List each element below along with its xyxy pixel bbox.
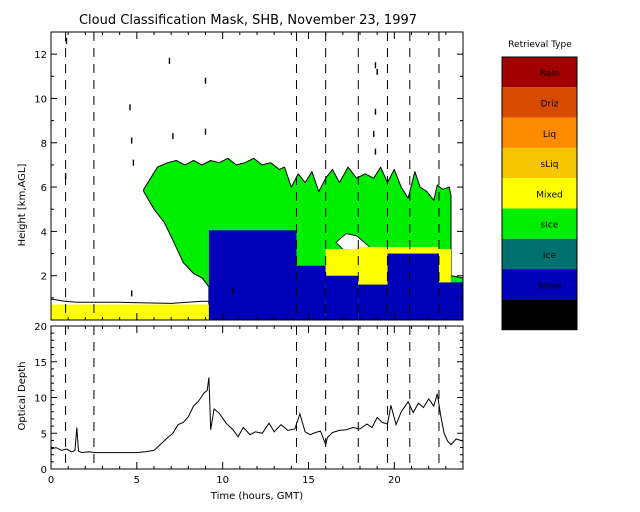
region-snow-1 (208, 230, 297, 320)
bottom-y-axis-label: Optical Depth (17, 362, 28, 431)
legend-swatch-uncrt (502, 299, 577, 330)
speck-9 (204, 128, 207, 135)
x-tick-label: 10 (216, 475, 229, 486)
legend-swatch-sice (502, 208, 577, 239)
speck-5 (130, 290, 133, 297)
speck-2 (129, 104, 131, 111)
bottom-y-tick-label: 5 (41, 429, 47, 440)
x-tick-label: 5 (134, 475, 140, 486)
region-mixed-8 (358, 246, 388, 285)
top-y-tick-label: 2 (41, 272, 47, 283)
legend-swatch-sliq (502, 147, 577, 179)
speck-10 (374, 62, 377, 69)
legend-label-sice: sIce (541, 221, 559, 231)
legend-label-snow: Snow (537, 281, 561, 291)
legend-swatch-rain (502, 57, 577, 88)
region-mixed-7 (325, 249, 359, 276)
x-axis-label: Time (hours, GMT) (210, 491, 304, 502)
legend-label-liq: Liq (543, 130, 556, 140)
cloud-mask-plot: 2 4 6 8 10 12 (34, 31, 464, 321)
region-snow-3 (325, 275, 359, 320)
legend-label-uncrt: Uncrt (537, 312, 562, 322)
region-mixed-0 (51, 304, 209, 320)
speck-13 (373, 130, 375, 137)
legend-label-ice: Ice (543, 251, 557, 261)
region-snow-5 (387, 253, 439, 320)
top-y-tick-label: 6 (41, 183, 47, 194)
region-snow-2 (296, 265, 326, 320)
top-y-tick-label: 8 (41, 139, 47, 150)
optical-depth-line (50, 377, 464, 454)
speck-8 (204, 77, 207, 84)
bottom-y-tick-label: 0 (41, 465, 47, 476)
region-mixed-9 (387, 246, 439, 254)
speck-0 (65, 37, 68, 44)
region-snow-6 (438, 282, 463, 320)
speck-6 (168, 57, 171, 64)
bottom-plot-frame (50, 325, 464, 470)
speck-14 (374, 148, 377, 155)
legend-title: Retrieval Type (508, 40, 572, 50)
x-tick-label: 15 (302, 475, 315, 486)
legend-swatch-liq (502, 117, 577, 148)
speck-15 (232, 288, 234, 295)
speck-7 (172, 133, 174, 140)
x-tick-label: 20 (388, 475, 401, 486)
speck-4 (132, 159, 135, 166)
top-y-tick-label: 10 (34, 94, 47, 105)
region-snow-4 (358, 284, 388, 320)
retrieval-type-legend: Rain Driz Liq sLiq Mixed sIce Ice Snow Uncrt (501, 56, 578, 331)
legend-swatch-ice (502, 238, 577, 270)
legend-label-rain: Rain (540, 69, 560, 79)
top-y-axis-label: Height [km,AGL] (17, 164, 28, 247)
top-y-tick-label: 12 (34, 50, 47, 61)
chart-title: Cloud Classification Mask, SHB, November… (79, 13, 417, 28)
speck-11 (376, 68, 378, 75)
optical-depth-plot: 0 5 10 15 20 0 5 10 15 20 (34, 322, 464, 486)
legend-swatch-mixed (502, 178, 577, 209)
legend-label-driz: Driz (541, 99, 559, 109)
legend-swatch-driz (502, 87, 577, 118)
speck-3 (130, 137, 133, 144)
top-y-tick-label: 4 (41, 227, 47, 238)
legend-swatch-snow (502, 269, 577, 300)
x-tick-label: 0 (48, 475, 54, 486)
bottom-y-tick-label: 15 (34, 358, 47, 369)
speck-12 (374, 108, 377, 115)
legend-frame (501, 56, 578, 331)
bottom-y-tick-label: 20 (34, 322, 47, 333)
legend-label-sliq: sLiq (541, 160, 559, 170)
bottom-y-tick-label: 10 (34, 394, 47, 405)
region-mixed-10 (438, 249, 451, 283)
legend-label-mixed: Mixed (536, 190, 563, 200)
